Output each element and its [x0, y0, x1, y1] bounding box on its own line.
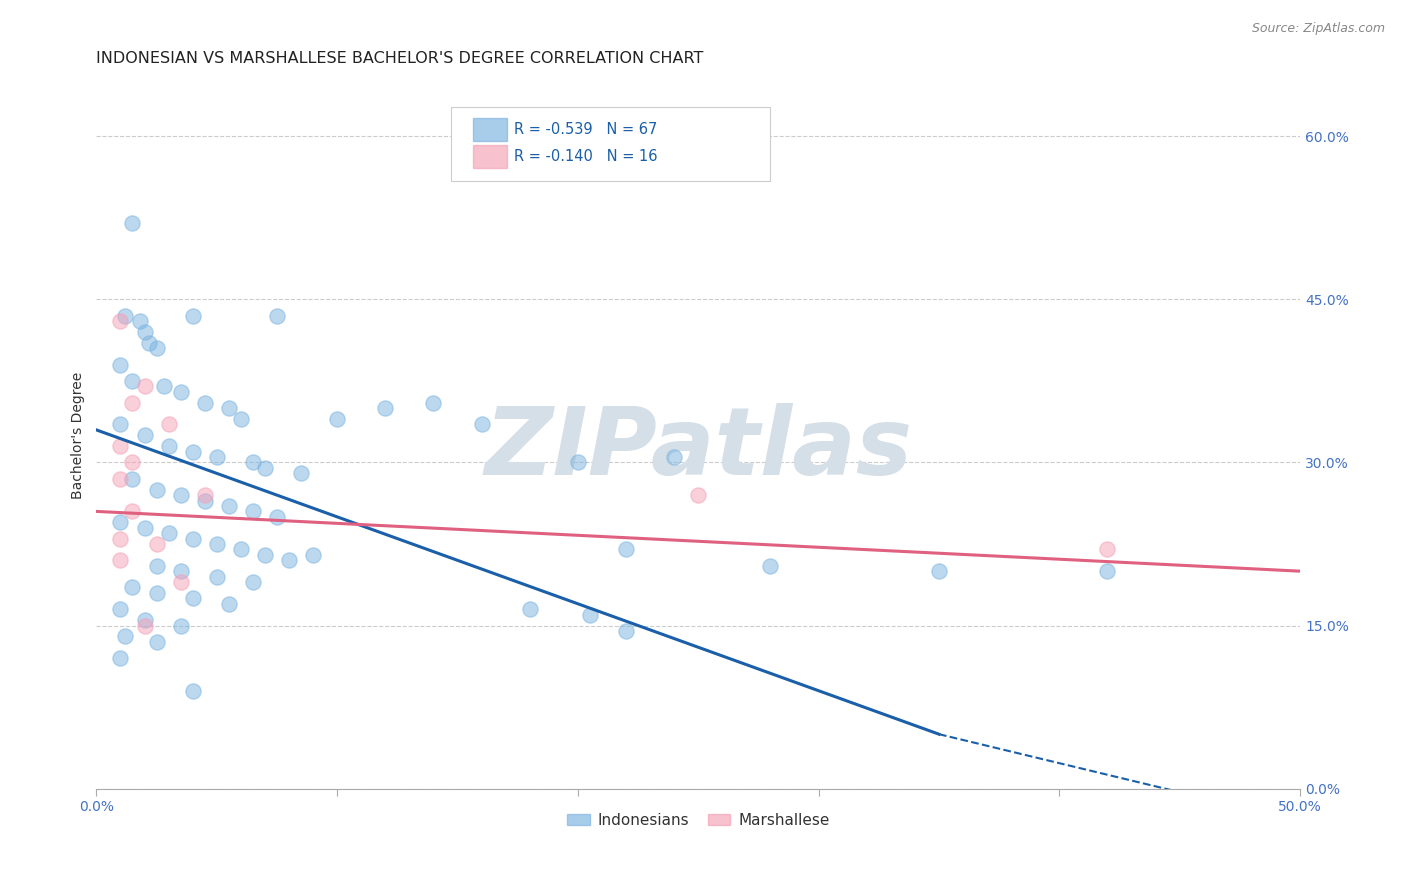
- Point: [266, 509, 288, 524]
- Point: [181, 683, 204, 698]
- Point: [157, 526, 180, 541]
- Point: [181, 532, 204, 546]
- Point: [169, 618, 191, 632]
- Point: [114, 309, 136, 323]
- Point: [145, 537, 167, 551]
- Point: [253, 461, 276, 475]
- Point: [121, 455, 143, 469]
- Point: [121, 504, 143, 518]
- Point: [110, 314, 132, 328]
- Point: [614, 542, 637, 557]
- Point: [218, 499, 240, 513]
- Point: [229, 412, 252, 426]
- Y-axis label: Bachelor's Degree: Bachelor's Degree: [72, 372, 86, 499]
- Point: [326, 412, 349, 426]
- Point: [181, 444, 204, 458]
- Point: [194, 488, 217, 502]
- Point: [138, 335, 160, 350]
- Point: [688, 488, 710, 502]
- Point: [567, 455, 589, 469]
- Point: [242, 575, 264, 590]
- Point: [194, 493, 217, 508]
- Point: [145, 342, 167, 356]
- Point: [110, 553, 132, 567]
- Point: [470, 417, 492, 432]
- Point: [1097, 564, 1119, 578]
- Point: [181, 309, 204, 323]
- Point: [242, 455, 264, 469]
- Point: [134, 428, 156, 442]
- Point: [302, 548, 325, 562]
- Point: [110, 602, 132, 616]
- Point: [110, 516, 132, 530]
- Point: [169, 564, 191, 578]
- Point: [218, 401, 240, 416]
- Point: [218, 597, 240, 611]
- Text: ZIPatlas: ZIPatlas: [484, 403, 912, 495]
- Point: [121, 581, 143, 595]
- Point: [374, 401, 396, 416]
- Point: [134, 325, 156, 339]
- Point: [110, 651, 132, 665]
- Point: [1097, 542, 1119, 557]
- Point: [145, 558, 167, 573]
- Point: [229, 542, 252, 557]
- Point: [242, 504, 264, 518]
- Point: [169, 384, 191, 399]
- Point: [121, 395, 143, 409]
- Point: [194, 395, 217, 409]
- Point: [759, 558, 782, 573]
- Point: [205, 537, 228, 551]
- Point: [662, 450, 685, 464]
- Point: [169, 575, 191, 590]
- Text: R = -0.539   N = 67: R = -0.539 N = 67: [515, 122, 658, 137]
- Point: [145, 483, 167, 497]
- Point: [121, 216, 143, 230]
- Point: [157, 417, 180, 432]
- Point: [205, 569, 228, 583]
- Bar: [474, 118, 506, 141]
- Bar: [474, 145, 506, 168]
- Point: [614, 624, 637, 638]
- Legend: Indonesians, Marshallese: Indonesians, Marshallese: [561, 806, 835, 834]
- Point: [121, 472, 143, 486]
- Point: [152, 379, 174, 393]
- Point: [121, 374, 143, 388]
- Point: [157, 439, 180, 453]
- Point: [110, 439, 132, 453]
- Text: R = -0.140   N = 16: R = -0.140 N = 16: [515, 149, 658, 164]
- Text: INDONESIAN VS MARSHALLESE BACHELOR'S DEGREE CORRELATION CHART: INDONESIAN VS MARSHALLESE BACHELOR'S DEG…: [97, 51, 704, 66]
- Point: [290, 467, 312, 481]
- Point: [169, 488, 191, 502]
- Point: [110, 358, 132, 372]
- Point: [128, 314, 150, 328]
- Point: [110, 417, 132, 432]
- Point: [134, 618, 156, 632]
- Point: [110, 472, 132, 486]
- Point: [134, 379, 156, 393]
- Point: [266, 309, 288, 323]
- FancyBboxPatch shape: [451, 107, 770, 181]
- Point: [145, 586, 167, 600]
- Point: [928, 564, 950, 578]
- Point: [145, 635, 167, 649]
- Point: [134, 521, 156, 535]
- Text: Source: ZipAtlas.com: Source: ZipAtlas.com: [1251, 22, 1385, 36]
- Point: [519, 602, 541, 616]
- Point: [110, 532, 132, 546]
- Point: [253, 548, 276, 562]
- Point: [114, 629, 136, 643]
- Point: [205, 450, 228, 464]
- Point: [278, 553, 301, 567]
- Point: [181, 591, 204, 606]
- Point: [422, 395, 444, 409]
- Point: [579, 607, 602, 622]
- Point: [134, 613, 156, 627]
